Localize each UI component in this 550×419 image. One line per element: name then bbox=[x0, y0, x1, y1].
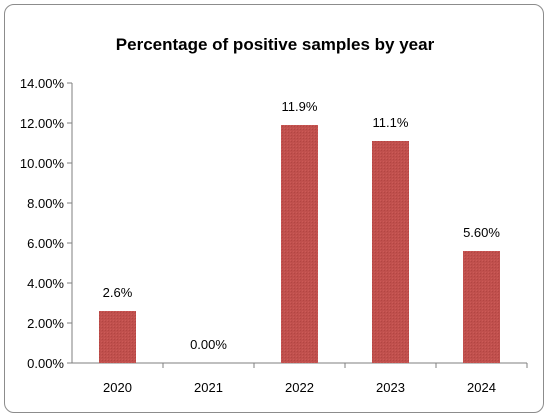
chart-title: Percentage of positive samples by year bbox=[116, 35, 435, 54]
bar-2020 bbox=[99, 311, 136, 363]
y-tick-label: 10.00% bbox=[20, 156, 65, 171]
bar-2023 bbox=[372, 141, 409, 363]
x-tick-label-2020: 2020 bbox=[103, 380, 132, 395]
x-tick-label-2023: 2023 bbox=[376, 380, 405, 395]
y-tick-label: 14.00% bbox=[20, 76, 65, 91]
bar-2024 bbox=[463, 251, 500, 363]
x-tick-label-2021: 2021 bbox=[194, 380, 223, 395]
data-label-2022: 11.9% bbox=[282, 99, 318, 114]
data-label-2023: 11.1% bbox=[373, 115, 409, 130]
x-tick-label-2022: 2022 bbox=[285, 380, 314, 395]
y-tick-label: 12.00% bbox=[20, 116, 65, 131]
y-tick-label: 4.00% bbox=[27, 276, 64, 291]
data-label-2020: 2.6% bbox=[103, 285, 133, 300]
y-tick-label: 2.00% bbox=[27, 316, 64, 331]
data-label-2024: 5.60% bbox=[463, 225, 500, 240]
chart-frame bbox=[4, 4, 544, 413]
y-tick-label: 6.00% bbox=[27, 236, 64, 251]
y-tick-label: 0.00% bbox=[27, 356, 64, 371]
x-tick-label-2024: 2024 bbox=[467, 380, 496, 395]
data-label-2021: 0.00% bbox=[190, 337, 227, 352]
y-tick-label: 8.00% bbox=[27, 196, 64, 211]
bar-2022 bbox=[281, 125, 318, 363]
